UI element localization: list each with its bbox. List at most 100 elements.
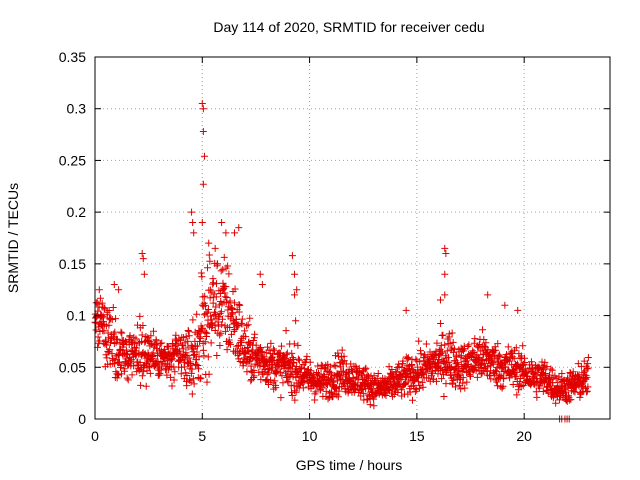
data-point [494, 352, 502, 360]
data-point [145, 364, 153, 372]
data-point [404, 378, 412, 386]
data-point [201, 292, 209, 300]
data-point [334, 349, 342, 357]
data-point [390, 391, 398, 399]
data-point-peak [189, 218, 197, 226]
data-point [212, 303, 220, 311]
data-point [242, 333, 250, 341]
data-point [273, 367, 281, 375]
data-point [222, 298, 230, 306]
data-point [209, 299, 217, 307]
data-point [527, 358, 535, 366]
data-point [197, 269, 205, 277]
data-point [276, 368, 284, 376]
data-point [473, 373, 481, 381]
data-point [174, 340, 182, 348]
data-point [493, 378, 501, 386]
data-point [250, 374, 258, 382]
data-point [121, 337, 129, 345]
data-point [481, 342, 489, 350]
data-point [222, 283, 230, 291]
data-point [521, 359, 529, 367]
data-point [238, 315, 246, 323]
data-point [584, 364, 592, 372]
data-point [116, 347, 124, 355]
data-point [404, 354, 412, 362]
data-point [288, 349, 296, 357]
data-point [224, 262, 232, 270]
data-point [435, 355, 443, 363]
data-point [410, 381, 418, 389]
data-point [142, 382, 150, 390]
data-point [92, 319, 100, 327]
data-point [237, 319, 245, 327]
data-point [412, 386, 420, 394]
data-point [264, 366, 272, 374]
data-point [493, 382, 501, 390]
data-point [519, 342, 527, 350]
data-point-peak [442, 250, 450, 258]
data-point [457, 385, 465, 393]
data-point [394, 388, 402, 396]
data-point [218, 315, 226, 323]
data-point [128, 371, 136, 379]
data-point [96, 337, 104, 345]
y-tick-label: 0.1 [67, 308, 87, 324]
data-point [524, 367, 532, 375]
data-point [285, 378, 293, 386]
data-point [519, 360, 527, 368]
data-point [540, 366, 548, 374]
data-point [466, 372, 474, 380]
data-point [392, 368, 400, 376]
data-point [265, 381, 273, 389]
data-point [220, 253, 228, 261]
data-point [146, 342, 154, 350]
data-point [570, 387, 578, 395]
data-point [577, 389, 585, 397]
data-point [113, 335, 121, 343]
data-point [98, 299, 106, 307]
data-point [445, 358, 453, 366]
data-point-peak [436, 296, 444, 304]
data-point [504, 343, 512, 351]
data-point [366, 394, 374, 402]
data-point [358, 385, 366, 393]
data-point [459, 379, 467, 387]
data-point [464, 343, 472, 351]
data-point [197, 334, 205, 342]
data-point [312, 388, 320, 396]
data-point [122, 346, 130, 354]
data-point [450, 345, 458, 353]
data-point [366, 401, 374, 409]
data-point [248, 355, 256, 363]
x-tick-label: 15 [409, 428, 425, 444]
data-point [267, 339, 275, 347]
data-point [204, 353, 212, 361]
data-point-peak [230, 229, 238, 237]
data-point [215, 322, 223, 330]
data-point-peak [484, 291, 492, 299]
data-point [345, 387, 353, 395]
data-point [251, 330, 259, 338]
data-point [244, 321, 252, 329]
data-point [265, 346, 273, 354]
data-point [206, 294, 214, 302]
data-point [349, 374, 357, 382]
data-point [184, 326, 192, 334]
data-point [142, 333, 150, 341]
data-point [113, 374, 121, 382]
data-point [326, 363, 334, 371]
data-point [232, 316, 240, 324]
data-point-peak [199, 105, 207, 113]
data-point [149, 327, 157, 335]
data-point [277, 394, 285, 402]
data-point [141, 361, 149, 369]
data-point [455, 367, 463, 375]
data-point [584, 353, 592, 361]
data-point [457, 353, 465, 361]
data-point [188, 365, 196, 373]
data-point [502, 351, 510, 359]
data-point [190, 380, 198, 388]
data-point [545, 371, 553, 379]
data-point [437, 349, 445, 357]
